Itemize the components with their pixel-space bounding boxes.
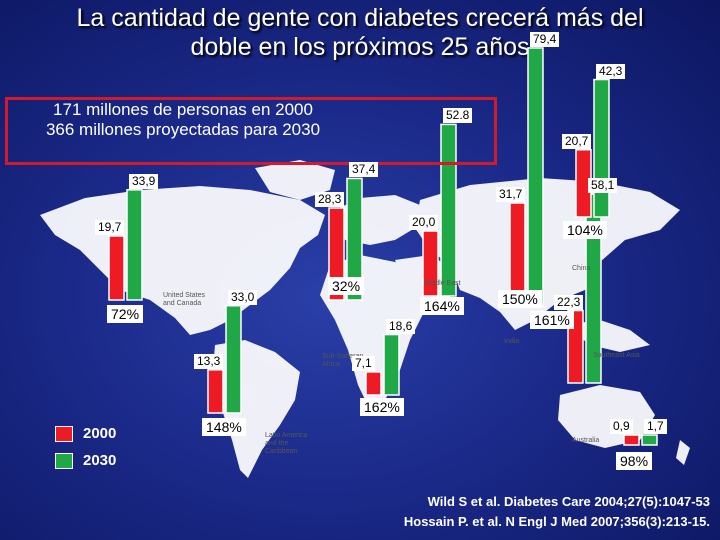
bar-region-1-2030	[126, 189, 143, 301]
value-label: 7,1	[352, 355, 375, 371]
change-label: 164%	[420, 297, 464, 315]
legend-label-2030: 2030	[83, 452, 117, 469]
map-region-label: Sub-Saharan Africa	[322, 353, 364, 368]
change-label: 72%	[107, 305, 144, 323]
title-line-1: La cantidad de gente con diabetes crecer…	[76, 4, 644, 32]
value-label: 28,3	[315, 192, 345, 208]
bar-region-5-2030	[440, 123, 457, 297]
value-label: 33,0	[228, 289, 258, 305]
legend-2000: 2000	[55, 425, 116, 442]
bar-region-9-2000	[623, 434, 640, 446]
value-label: 18,6	[386, 318, 416, 334]
reference-1: Wild S et al. Diabetes Care 2004;27(5):1…	[427, 494, 710, 509]
value-label: 37,4	[349, 162, 379, 178]
value-label: 20,0	[409, 215, 439, 230]
change-label: 150%	[498, 290, 542, 308]
bar-region-8-2030	[593, 78, 610, 218]
bar-region-2-2030	[225, 305, 242, 414]
value-label: 58,1	[588, 178, 618, 194]
change-label: 32%	[328, 277, 365, 295]
change-label: 104%	[563, 221, 607, 239]
change-label: 161%	[530, 311, 574, 329]
asia-shape	[415, 178, 680, 330]
value-label: 20,7	[562, 133, 592, 149]
greenland-shape	[255, 160, 335, 200]
south-america-shape	[212, 340, 300, 478]
change-label: 98%	[616, 452, 653, 470]
title-line-2: doble en los próximos 25 años	[190, 33, 530, 61]
bar-region-1-2000	[108, 235, 125, 301]
bar-region-9-2030	[641, 434, 658, 446]
bar-region-3-2030	[346, 177, 363, 301]
callout-line-2: 366 millones proyectadas para 2030	[45, 120, 321, 139]
legend-2030: 2030	[55, 452, 116, 469]
map-region-label: India	[504, 338, 520, 345]
slide-title: La cantidad de gente con diabetes crecer…	[0, 4, 720, 62]
value-label: 42,3	[596, 63, 626, 79]
bars-layer	[108, 47, 658, 446]
legend-swatch-2000	[55, 425, 73, 442]
value-label: 52.8	[443, 108, 473, 124]
new-zealand-shape	[676, 440, 690, 465]
value-label: 33,9	[129, 173, 159, 189]
map-region-label: China	[572, 265, 591, 272]
legend-label-2000: 2000	[83, 425, 117, 442]
change-label: 162%	[360, 398, 404, 416]
value-label: 31,7	[496, 186, 526, 202]
value-label: 79,4	[530, 31, 560, 47]
value-label: 19,7	[95, 219, 125, 235]
bar-region-2-2000	[207, 369, 224, 414]
value-label: 13,3	[194, 353, 224, 369]
north-america-shape	[40, 186, 325, 335]
summary-callout: 171 millones de personas en 2000 366 mil…	[5, 97, 497, 165]
value-label: 22,3	[554, 294, 584, 310]
value-label: 1,7	[644, 419, 667, 434]
callout-line-1: 171 millones de personas en 2000	[53, 100, 313, 119]
bar-region-4-2030	[383, 333, 400, 396]
map-region-label: Southeast Asia	[593, 352, 640, 359]
map-region-label: United States and Canada	[163, 292, 206, 307]
value-label: 0,9	[610, 419, 633, 434]
bar-region-5-2000	[422, 230, 439, 297]
map-region-label: Middle East	[424, 280, 461, 287]
map-region-label: Latin America and the Caribbean	[265, 432, 308, 455]
bar-region-6-2030	[527, 47, 544, 307]
legend-swatch-2030	[55, 452, 73, 469]
map-region-label: Australia	[572, 437, 600, 444]
change-label: 148%	[202, 418, 246, 436]
bar-region-4-2000	[365, 371, 382, 396]
reference-2: Hossain P. et al. N Engl J Med 2007;356(…	[403, 514, 710, 529]
